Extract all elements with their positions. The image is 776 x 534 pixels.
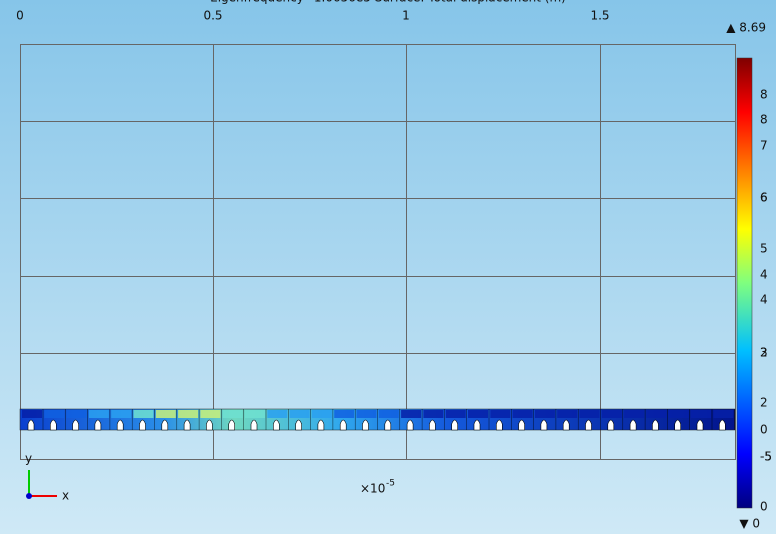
cell-hole	[139, 419, 146, 431]
x-tick-label: 1.5	[590, 9, 609, 23]
colorbar-label: 6	[760, 191, 768, 205]
cell-hole	[295, 419, 302, 431]
colorbar-label: 0	[760, 500, 768, 514]
cell-hotspot	[691, 410, 711, 418]
colorbar-label: 5	[760, 242, 768, 256]
cell-hotspot	[311, 410, 332, 418]
cell-hotspot	[624, 410, 645, 418]
colorbar-label: 4	[760, 293, 768, 307]
cell-hotspot	[579, 410, 600, 418]
cell-hole	[719, 419, 726, 431]
cell-hotspot	[557, 410, 578, 418]
cell-hotspot	[490, 410, 511, 418]
cell-hole	[384, 419, 392, 431]
cell-hole	[317, 419, 325, 431]
grid	[20, 44, 736, 460]
x-tick-label: 1	[402, 9, 410, 23]
colorbar-label: 0	[760, 423, 768, 437]
colorbar-label: 4	[760, 268, 768, 282]
colorbar-label: 8	[760, 88, 768, 102]
cell-hole	[94, 419, 102, 431]
cell-hotspot	[44, 410, 65, 418]
colorbar-label: 2	[760, 346, 768, 360]
cell-hole	[27, 419, 35, 431]
cell-hole	[496, 419, 503, 431]
colorbar-max: ▲ 8.69	[726, 21, 766, 35]
cell-hole	[250, 419, 258, 431]
cell-hotspot	[111, 410, 132, 418]
cell-hole	[696, 419, 704, 431]
colorbar-label: 3	[760, 346, 768, 360]
cell-hole	[206, 419, 213, 431]
cell-hole	[72, 419, 79, 431]
colorbar-label: 2	[760, 396, 768, 410]
cell-hotspot	[378, 410, 399, 418]
colorbar-label: 8	[760, 113, 768, 127]
cell-hotspot	[356, 410, 377, 418]
cell-hotspot	[512, 410, 533, 418]
cell-hotspot	[668, 410, 689, 418]
cell-hole	[451, 419, 458, 431]
cell-hole	[518, 419, 525, 431]
cell-hotspot	[222, 410, 243, 418]
cell-hotspot	[66, 410, 87, 418]
cell-hotspot	[445, 410, 466, 418]
x-tick-label: 0	[16, 9, 24, 23]
cell-hole	[674, 419, 681, 431]
cell-hole	[161, 419, 169, 431]
colorbar-label: -5	[760, 450, 772, 464]
cell-hotspot	[267, 410, 288, 418]
cell-hole	[116, 419, 124, 431]
cell-hole	[273, 419, 280, 431]
axis-y-label: y	[25, 452, 32, 466]
plot-title: Eigenfrequency=1.0656e5 Surface: Total d…	[210, 0, 566, 5]
cell-hole	[540, 419, 548, 431]
colorbar-label: 7	[760, 139, 768, 153]
cell-hole	[429, 419, 436, 431]
cell-hotspot	[22, 410, 42, 418]
x-tick-label: 0.5	[203, 9, 222, 23]
cell-hotspot	[646, 410, 667, 418]
x-ticks: 0 0.5 1 1.5	[16, 9, 609, 23]
cell-hotspot	[178, 410, 199, 418]
cell-hotspot	[601, 410, 622, 418]
axis-triad: y x	[25, 452, 69, 503]
cell-hole	[473, 419, 481, 431]
cell-hole	[183, 419, 191, 431]
cell-hole	[652, 419, 659, 431]
cell-hotspot	[401, 410, 422, 418]
cell-hotspot	[534, 410, 555, 418]
structure-cells	[22, 409, 735, 431]
cell-hotspot	[245, 410, 265, 418]
cell-hotspot	[200, 410, 221, 418]
cell-hole	[362, 419, 369, 431]
colorbar	[736, 57, 753, 509]
cell-hotspot	[289, 410, 310, 418]
colorbar-label: 6	[760, 191, 768, 205]
cell-hole	[50, 419, 57, 431]
x-multiplier: ×10	[360, 482, 385, 496]
cell-hole	[585, 419, 592, 431]
cell-hotspot	[334, 410, 355, 418]
cell-hotspot	[713, 410, 734, 418]
cell-hole	[406, 419, 414, 431]
cell-hole	[562, 419, 570, 431]
colorbar-min: ▼ 0	[739, 517, 760, 531]
x-exponent: -5	[386, 479, 395, 489]
colorbar-label: -5	[760, 450, 772, 464]
cell-hole	[629, 419, 637, 431]
cell-hotspot	[468, 410, 488, 418]
cell-hole	[339, 419, 347, 431]
cell-hotspot	[155, 410, 176, 418]
cell-hole	[607, 419, 615, 431]
cell-hotspot	[133, 410, 154, 418]
cell-hotspot	[88, 410, 109, 418]
axis-x-label: x	[62, 489, 69, 503]
cell-hotspot	[423, 410, 444, 418]
cell-hole	[228, 419, 235, 431]
